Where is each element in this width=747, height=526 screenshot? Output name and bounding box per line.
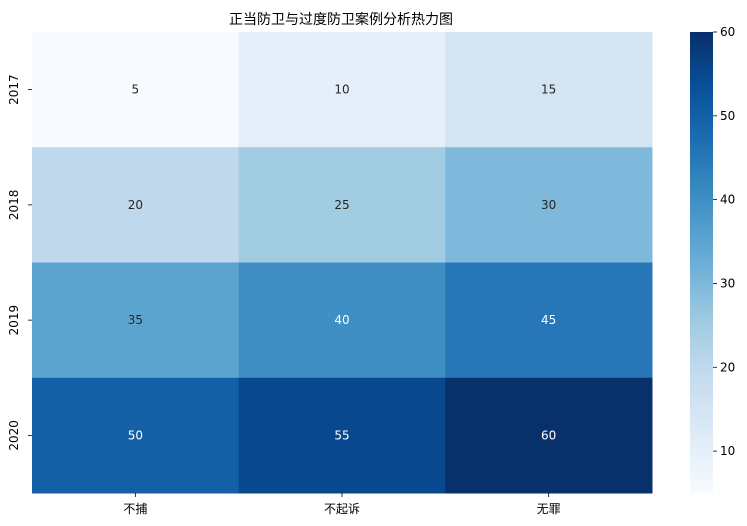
x-tick-label: 不起诉 xyxy=(324,502,360,516)
colorbar-tick-label: 50 xyxy=(720,109,735,123)
cell-value-label: 10 xyxy=(334,83,349,97)
heatmap-cell xyxy=(445,147,653,263)
cell-value-label: 35 xyxy=(128,313,143,327)
cell-value-label: 60 xyxy=(541,428,556,442)
y-axis-ticks: 2017 2018 2019 2020 xyxy=(7,74,32,451)
cell-value-label: 45 xyxy=(541,313,556,327)
cell-value-label: 5 xyxy=(132,83,140,97)
x-tick-label: 不捕 xyxy=(123,501,147,516)
heatmap-cell xyxy=(32,262,240,379)
heatmap-cell xyxy=(238,262,446,379)
x-tick-label: 无罪 xyxy=(537,502,561,516)
colorbar-tick-label: 60 xyxy=(720,25,735,39)
heatmap-cell xyxy=(238,32,446,148)
heatmap-cell-labels: 5 10 15 20 25 30 35 40 45 50 55 60 xyxy=(128,83,557,443)
y-tick-label: 2019 xyxy=(7,305,21,336)
heatmap-cell xyxy=(445,32,653,148)
heatmap-cell xyxy=(32,32,240,148)
colorbar-tick-label: 10 xyxy=(720,444,735,458)
colorbar-ticks: 10 20 30 40 50 60 xyxy=(713,25,735,458)
y-tick-label: 2017 xyxy=(7,74,21,105)
x-axis-ticks: 不捕 不起诉 无罪 xyxy=(123,493,561,516)
cell-value-label: 20 xyxy=(128,198,143,212)
cell-value-label: 15 xyxy=(541,83,556,97)
colorbar xyxy=(690,32,713,493)
cell-value-label: 55 xyxy=(334,428,349,442)
colorbar-tick-label: 20 xyxy=(720,360,735,374)
cell-value-label: 30 xyxy=(541,198,556,212)
cell-value-label: 50 xyxy=(128,428,143,442)
colorbar-tick-label: 40 xyxy=(720,193,735,207)
chart-title: 正当防卫与过度防卫案例分析热力图 xyxy=(229,11,453,28)
y-tick-label: 2018 xyxy=(7,190,21,221)
heatmap-cell xyxy=(238,377,446,494)
heatmap-cell xyxy=(238,147,446,263)
heatmap-cell xyxy=(445,262,653,379)
heatmap-cell xyxy=(32,147,240,263)
heatmap-cells xyxy=(32,32,653,494)
colorbar-tick-label: 30 xyxy=(720,276,735,290)
y-tick-label: 2020 xyxy=(7,420,21,451)
heatmap-cell xyxy=(445,377,653,494)
cell-value-label: 25 xyxy=(334,198,349,212)
heatmap-cell xyxy=(32,377,240,494)
cell-value-label: 40 xyxy=(334,313,349,327)
